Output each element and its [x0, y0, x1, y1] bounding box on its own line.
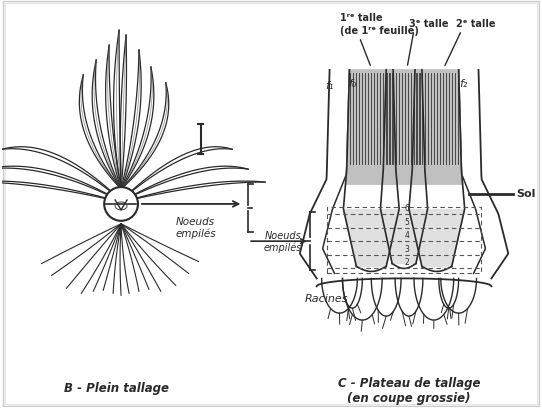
Text: Noeuds
empilés: Noeuds empilés: [263, 231, 302, 253]
Polygon shape: [114, 31, 121, 190]
Polygon shape: [0, 182, 116, 202]
Text: 5: 5: [404, 217, 409, 226]
Text: C - Plateau de tallage
(en coupe grossie): C - Plateau de tallage (en coupe grossie…: [338, 376, 480, 404]
Polygon shape: [121, 83, 169, 190]
Text: 2ᵉ talle: 2ᵉ talle: [456, 19, 495, 29]
Polygon shape: [411, 71, 463, 185]
Polygon shape: [344, 210, 399, 267]
Text: 3: 3: [404, 244, 409, 253]
Polygon shape: [409, 210, 464, 267]
Text: 4: 4: [404, 231, 409, 240]
Text: Sol: Sol: [516, 189, 535, 198]
Polygon shape: [121, 68, 154, 190]
Polygon shape: [2, 147, 116, 196]
Polygon shape: [126, 167, 248, 200]
Text: f₁: f₁: [325, 81, 334, 91]
Text: B - Plein tallage: B - Plein tallage: [63, 381, 169, 394]
Polygon shape: [92, 61, 121, 190]
Text: f₂: f₂: [460, 79, 468, 89]
Bar: [327, 207, 481, 274]
Polygon shape: [79, 76, 121, 190]
Text: f₀: f₀: [348, 79, 357, 89]
Text: 1ʳᵉ talle: 1ʳᵉ talle: [339, 13, 382, 23]
Polygon shape: [0, 167, 116, 200]
Polygon shape: [382, 71, 426, 185]
Text: Racines: Racines: [305, 294, 349, 303]
Text: 3ᵉ talle: 3ᵉ talle: [409, 19, 449, 29]
Polygon shape: [106, 46, 121, 190]
Polygon shape: [126, 147, 233, 196]
Text: (de 1ʳᵉ feuille): (de 1ʳᵉ feuille): [339, 26, 418, 36]
Polygon shape: [120, 36, 126, 190]
Polygon shape: [345, 71, 397, 185]
Text: Noeuds
empilés: Noeuds empilés: [175, 216, 216, 238]
Polygon shape: [380, 210, 428, 264]
Text: 6: 6: [404, 203, 409, 212]
Text: 2: 2: [405, 258, 409, 267]
Circle shape: [104, 188, 138, 221]
Polygon shape: [121, 51, 141, 190]
Polygon shape: [126, 182, 265, 202]
